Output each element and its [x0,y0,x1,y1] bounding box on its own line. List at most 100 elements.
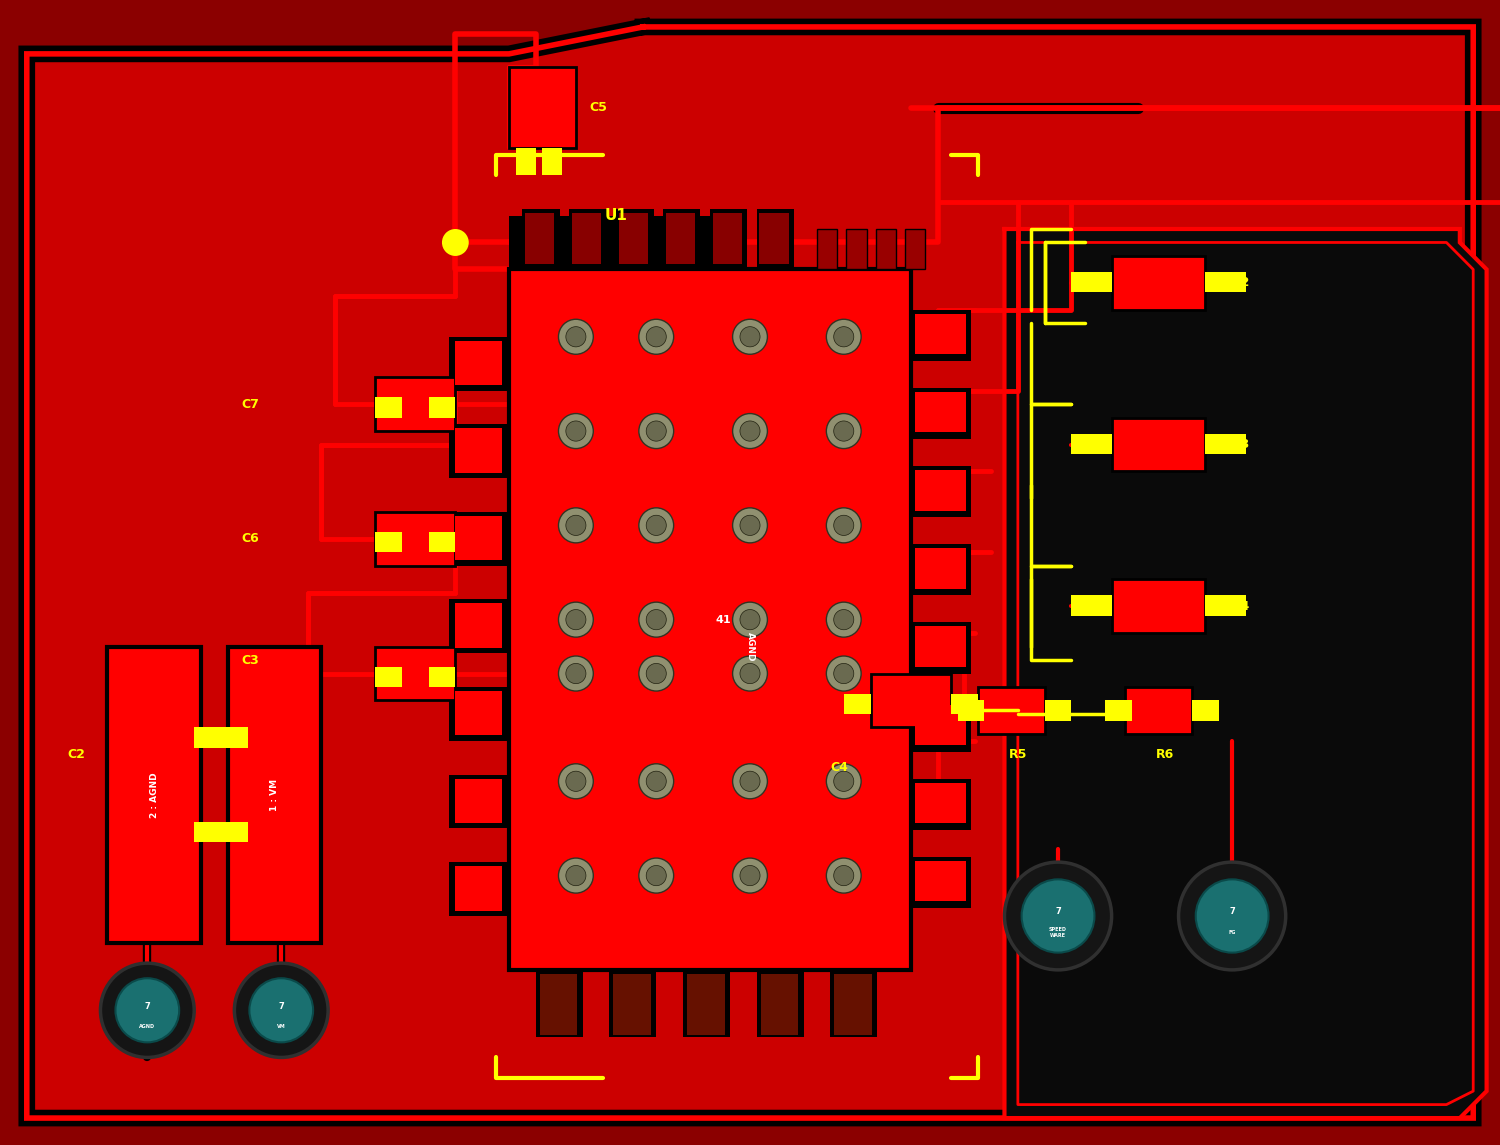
Bar [194,822,248,842]
Circle shape [1179,862,1286,970]
Circle shape [646,609,666,630]
Circle shape [732,656,768,692]
Polygon shape [1005,229,1486,1118]
Bar [609,970,657,1037]
Bar [375,377,456,431]
Circle shape [646,772,666,791]
Circle shape [834,609,854,630]
Bar [1071,434,1112,453]
Circle shape [558,508,594,543]
Circle shape [646,326,666,347]
Circle shape [442,229,468,256]
Bar [870,673,951,727]
Circle shape [566,515,586,536]
Bar [876,229,896,269]
Bar [456,692,503,735]
Bar [525,213,555,264]
Bar [1112,418,1206,472]
Circle shape [234,963,328,1058]
Polygon shape [27,27,1473,1118]
Bar [687,974,724,1035]
Circle shape [827,508,861,543]
Circle shape [639,858,674,893]
Bar [910,466,970,518]
Text: C4: C4 [831,761,848,774]
Bar [616,208,654,269]
Bar [375,512,456,566]
Bar [759,213,789,264]
Bar [429,397,456,418]
Bar [522,208,560,269]
Circle shape [1005,862,1112,970]
Bar [1071,595,1112,616]
Text: C6: C6 [242,532,260,545]
Circle shape [732,319,768,354]
Circle shape [566,663,586,684]
Circle shape [249,978,314,1042]
Circle shape [834,866,854,886]
Text: 7: 7 [279,1002,284,1011]
Circle shape [732,602,768,637]
Text: R2: R2 [1232,276,1251,290]
Circle shape [639,508,674,543]
Circle shape [558,858,594,893]
Bar [818,229,837,269]
Bar [834,974,872,1035]
Circle shape [646,421,666,441]
Bar [194,727,248,748]
Bar [1206,595,1245,616]
Bar [536,970,582,1037]
Circle shape [639,656,674,692]
Text: C5: C5 [590,101,608,114]
Circle shape [646,663,666,684]
Bar [915,704,966,745]
Bar [910,779,970,830]
Bar [509,269,910,970]
Circle shape [1196,879,1269,953]
Text: R5: R5 [1008,748,1028,761]
Bar [957,701,984,720]
Circle shape [566,421,586,441]
Bar [915,471,966,511]
Bar [375,532,402,552]
Circle shape [566,609,586,630]
Bar [910,388,970,440]
Circle shape [834,772,854,791]
Circle shape [740,609,760,630]
Circle shape [639,764,674,799]
Bar [915,626,966,666]
Bar [429,666,456,687]
Bar [516,148,536,175]
Bar [1071,273,1112,292]
Circle shape [558,602,594,637]
Bar [429,532,456,552]
Bar [843,694,870,714]
Text: 7: 7 [1230,908,1234,916]
Bar [448,687,509,741]
Bar [448,425,509,479]
Text: SPEED
WARE: SPEED WARE [1048,926,1066,938]
Text: 7: 7 [144,1002,150,1011]
Bar [448,774,509,829]
Bar [915,783,966,823]
Circle shape [732,764,768,799]
Circle shape [639,413,674,449]
Bar [915,548,966,589]
Circle shape [558,656,594,692]
Text: 41: 41 [716,615,730,625]
Circle shape [827,602,861,637]
Bar [710,208,747,269]
Circle shape [740,326,760,347]
Text: C7: C7 [242,397,260,411]
Circle shape [740,663,760,684]
Text: R4: R4 [1232,600,1251,613]
Circle shape [827,413,861,449]
Bar [760,974,798,1035]
Circle shape [834,326,854,347]
Bar [540,974,578,1035]
Bar [448,862,509,916]
Bar [951,694,978,714]
Circle shape [646,515,666,536]
Bar [509,215,730,269]
Bar [682,970,730,1037]
